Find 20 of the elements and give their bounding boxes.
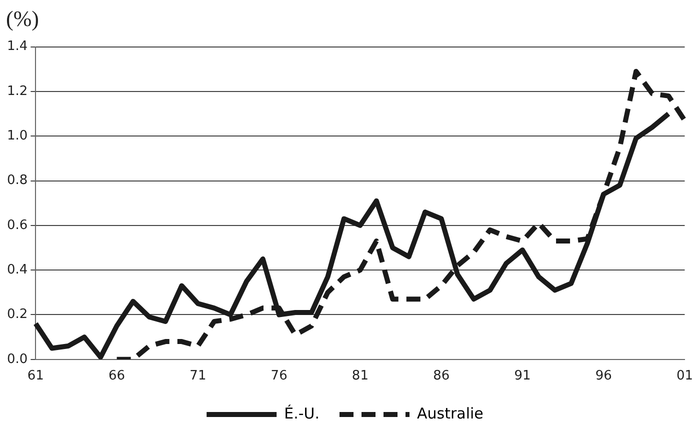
y-tick-label: 1.2 [6,84,28,99]
y-tick-label: 0.2 [6,307,28,322]
y-tick-label: 1.4 [6,39,28,54]
legend-label: É.-U. [284,404,320,422]
x-tick-label: 66 [108,368,126,384]
y-tick-label: 1.0 [6,128,28,144]
x-tick-label: 61 [27,368,44,384]
x-tick-label: 96 [595,368,612,384]
y-tick-label: 0.6 [6,218,28,233]
x-tick-label: 76 [270,368,288,384]
y-tick-label: 0.8 [6,173,28,188]
x-tick-label: 91 [514,368,531,384]
x-tick-label: 86 [433,368,450,384]
y-axis-title: (%) [6,6,39,32]
x-tick-label: 81 [352,368,368,384]
legend-label: Australie [417,404,484,422]
x-tick-label: 71 [190,368,206,384]
y-tick-label: 0.0 [6,352,28,367]
x-tick-label: 01 [676,368,693,384]
y-tick-label: 0.4 [6,262,28,278]
